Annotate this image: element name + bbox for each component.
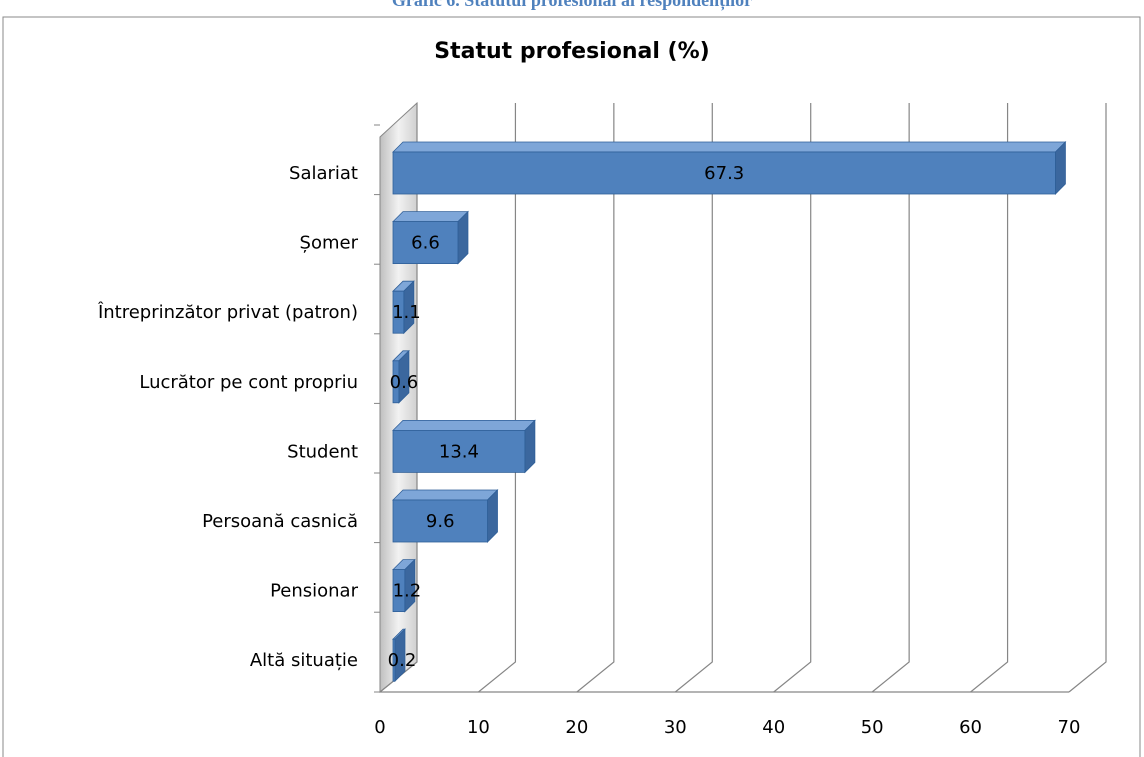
data-label: 6.6: [411, 233, 440, 254]
bar-face: [392, 221, 459, 265]
bar-face: [392, 151, 1056, 195]
grid-line: [970, 103, 1009, 693]
bar: [392, 349, 410, 404]
bar-face: [392, 290, 405, 334]
y-tick-label: Salariat: [289, 163, 358, 184]
y-tick-label: Întreprinzător privat (patron): [97, 301, 358, 323]
bar-face: [392, 638, 396, 682]
x-tick-label: 60: [959, 717, 982, 738]
data-label: 0.6: [390, 372, 419, 393]
data-label: 13.4: [439, 441, 479, 462]
x-tick-label: 20: [565, 717, 588, 738]
bar-face: [392, 211, 469, 223]
data-label: 9.6: [426, 511, 455, 532]
y-tick-label: Persoană casnică: [202, 511, 358, 532]
bar-face: [392, 569, 406, 612]
grid-line: [1068, 103, 1107, 693]
bar-face: [392, 429, 526, 473]
grid-line: [576, 103, 615, 693]
grid-line: [773, 103, 812, 693]
grid-line: [379, 103, 418, 693]
grid-line: [674, 103, 713, 693]
x-tick-label: 10: [467, 717, 490, 738]
x-tick-label: 40: [762, 717, 785, 738]
bar: [392, 419, 536, 474]
bar: [392, 210, 469, 265]
bar-face: [392, 419, 536, 431]
x-tick-label: 50: [861, 717, 884, 738]
caption: Grafic 6. Statutul profesional al respon…: [392, 0, 752, 11]
grid-line: [478, 103, 517, 693]
data-label: 67.3: [704, 163, 744, 184]
y-tick-label: Șomer: [300, 233, 359, 254]
bar-face: [392, 360, 400, 404]
bar: [392, 141, 1067, 195]
y-tick-label: Altă situație: [250, 650, 358, 671]
bar-face: [392, 499, 488, 543]
x-tick-label: 70: [1058, 717, 1081, 738]
bar: [392, 489, 499, 543]
chart-title: Statut profesional (%): [434, 39, 709, 64]
x-tick-label: 0: [374, 717, 385, 738]
bar: [392, 280, 415, 335]
bar: [392, 558, 416, 613]
chart-frame: [2, 16, 1141, 757]
y-tick-label: Student: [287, 441, 358, 462]
x-tick-label: 30: [664, 717, 687, 738]
bar: [392, 628, 406, 683]
data-label: 0.2: [388, 650, 417, 671]
bar-face: [392, 489, 499, 501]
y-tick-label: Lucrător pe cont propriu: [139, 372, 358, 393]
bar-face: [392, 141, 1067, 153]
y-tick-label: Pensionar: [270, 581, 359, 602]
data-label: 1.1: [392, 302, 421, 323]
grid-line: [871, 103, 910, 693]
data-label: 1.2: [393, 581, 422, 602]
